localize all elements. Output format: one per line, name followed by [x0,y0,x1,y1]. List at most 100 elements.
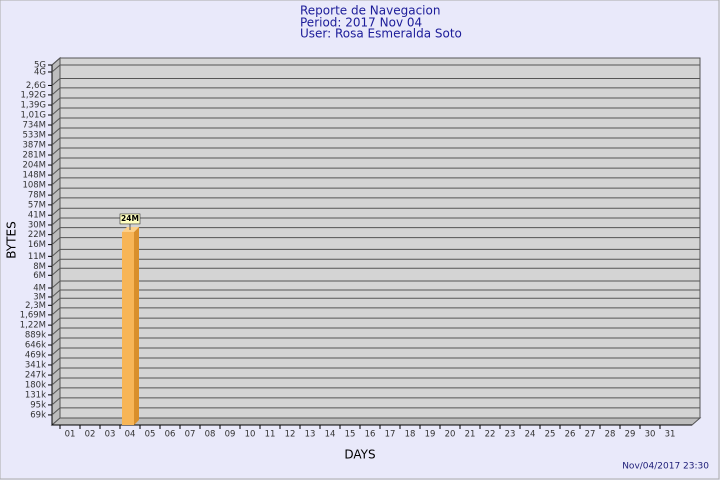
x-tick-label: 18 [405,430,416,440]
y-tick-label: 16M [28,240,46,250]
x-tick-label: 14 [325,430,336,440]
grid-line [51,347,61,356]
grid-line [51,237,61,246]
y-tick-label: 6M [33,271,46,281]
grid-line [51,317,61,326]
y-tick-label: 11M [28,252,46,262]
grid-line [51,297,61,306]
x-tick-label: 19 [425,430,436,440]
x-axis-label: DAYS [344,448,375,462]
x-tick-label: 28 [605,430,616,440]
grid-line [51,357,61,366]
y-tick-label: 4M [33,283,46,293]
y-tick-label: 1,92G [20,90,46,100]
x-tick-label: 21 [465,430,476,440]
label-box [119,213,141,225]
grid-line [51,248,61,257]
grid-line [51,327,61,336]
y-tick-label: 78M [28,191,46,201]
y-tick-label: 341k [25,360,46,370]
x-tick-label: 11 [265,430,276,440]
grid-line [51,197,61,206]
y-axis-label: BYTES [5,221,19,258]
y-tick-label: 281M [22,151,46,161]
x-tick-label: 30 [645,430,656,440]
grid-line [51,227,61,236]
grid-line [51,217,61,226]
y-tick-label: 469k [25,351,46,361]
x-tick-label: 25 [545,430,556,440]
y-tick-label: 22M [28,230,46,240]
chart-subtitle: User: Rosa Esmeralda Soto [300,27,462,41]
floor [50,417,702,426]
grid-line [51,177,61,186]
x-tick-label: 05 [145,430,156,440]
x-tick-label: 15 [345,430,356,440]
grid-line [51,137,61,146]
grid-line [51,187,61,196]
grid-line [51,377,61,386]
bar [122,231,134,425]
y-tick-label: 1,01G [20,111,46,121]
grid-line [51,407,61,416]
y-tick-label: 204M [22,161,46,171]
y-tick-label: 2,6G [26,81,46,91]
y-tick-label: 41M [28,211,46,221]
x-tick-label: 23 [505,430,516,440]
x-tick-label: 07 [185,430,196,440]
x-tick-label: 04 [125,430,136,440]
grid-line [51,367,61,376]
grid-line [51,147,61,156]
y-tick-label: 69k [30,410,46,420]
y-tick-label: 148M [22,171,46,181]
grid-line [51,207,61,216]
x-tick-label: 02 [85,430,96,440]
y-tick-label: 889k [25,331,46,341]
x-tick-label: 17 [385,430,396,440]
y-tick-label: 387M [22,141,46,151]
x-tick-label: 29 [625,430,636,440]
timestamp: Nov/04/2017 23:30 [622,462,709,472]
bar-side [134,226,139,425]
x-tick-label: 01 [65,430,76,440]
y-tick-label: 8M [33,262,46,272]
y-tick-label: 533M [22,131,46,141]
grid-line [51,337,61,346]
y-tick-label: 131k [25,390,46,400]
grid-line [51,157,61,166]
y-tick-label: 95k [30,400,46,410]
y-tick-label: 108M [22,180,46,190]
chart-subtitle: Period: 2017 Nov 04 [300,16,422,30]
grid-line [51,387,61,396]
grid-line [51,280,61,289]
y-tick-label: 247k [25,371,46,381]
grid-line [51,267,61,276]
y-tick-label: 30M [28,220,46,230]
x-tick-label: 03 [105,430,116,440]
x-tick-label: 06 [165,430,176,440]
x-tick-label: 12 [285,430,296,440]
y-tick-label: 1,39G [20,101,46,111]
y-tick-label: 2,3M [25,301,46,311]
x-tick-label: 31 [665,430,676,440]
grid-line [51,258,61,267]
grid-line [51,97,61,106]
y-tick-label: 646k [25,340,46,350]
x-tick-label: 10 [245,430,256,440]
grid-line [51,289,61,298]
grid-line [51,78,61,86]
y-tick-label: 734M [22,120,46,130]
y-tick-label: 57M [28,200,46,210]
grid-line [51,167,61,176]
y-tick-label: 5G [34,61,46,71]
grid-line [51,127,61,136]
value-label: 24M [121,214,139,223]
y-tick-label: 1,69M [20,310,46,320]
grid-line [51,107,61,116]
grid-line [51,57,61,66]
x-tick-label: 22 [485,430,496,440]
x-tick-label: 13 [305,430,316,440]
x-tick-label: 20 [445,430,456,440]
grid-line [51,64,61,73]
